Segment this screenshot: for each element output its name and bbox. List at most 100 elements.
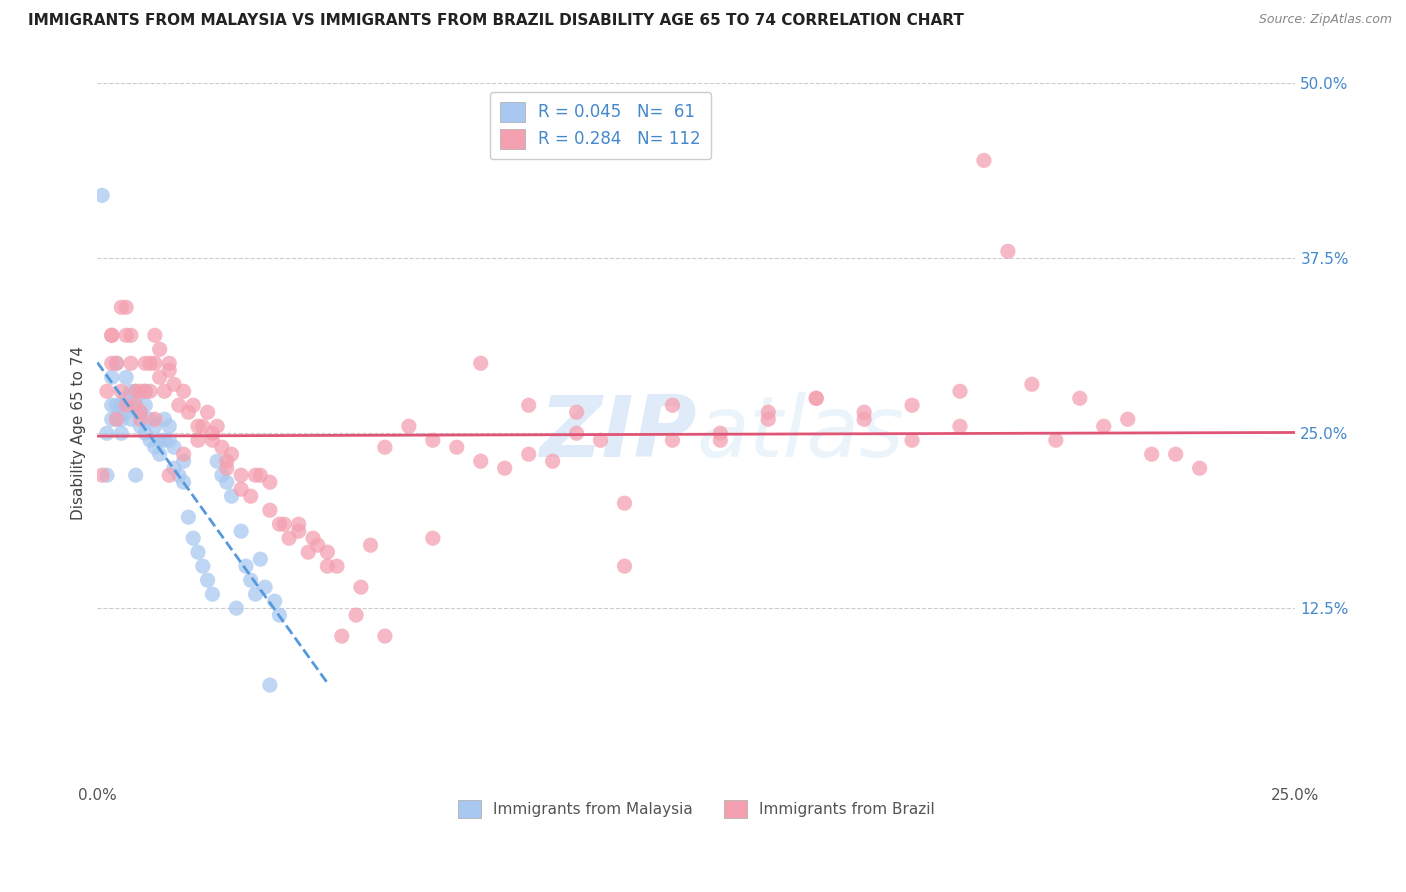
Point bbox=[360, 538, 382, 552]
Point bbox=[157, 468, 180, 483]
Point bbox=[191, 419, 214, 434]
Point bbox=[197, 405, 219, 419]
Point bbox=[302, 531, 325, 545]
Point bbox=[287, 524, 309, 538]
Point bbox=[105, 356, 128, 370]
Point bbox=[163, 377, 186, 392]
Point bbox=[129, 419, 152, 434]
Point bbox=[120, 356, 142, 370]
Point bbox=[115, 370, 138, 384]
Point bbox=[201, 587, 224, 601]
Point bbox=[143, 412, 166, 426]
Point bbox=[756, 412, 779, 426]
Point bbox=[181, 398, 204, 412]
Point bbox=[756, 405, 779, 419]
Point bbox=[235, 559, 257, 574]
Point bbox=[269, 608, 291, 623]
Point bbox=[239, 489, 262, 503]
Point bbox=[422, 434, 444, 448]
Point bbox=[565, 405, 588, 419]
Point bbox=[249, 468, 271, 483]
Point bbox=[297, 545, 319, 559]
Point bbox=[201, 426, 224, 441]
Point bbox=[134, 356, 156, 370]
Point bbox=[205, 454, 228, 468]
Point bbox=[470, 454, 492, 468]
Point bbox=[278, 531, 301, 545]
Point bbox=[157, 434, 180, 448]
Point bbox=[167, 468, 190, 483]
Point bbox=[110, 412, 132, 426]
Point bbox=[494, 461, 516, 475]
Point bbox=[517, 447, 540, 461]
Point bbox=[330, 629, 353, 643]
Point bbox=[229, 482, 252, 496]
Point bbox=[100, 370, 122, 384]
Point bbox=[901, 398, 924, 412]
Point bbox=[157, 356, 180, 370]
Point bbox=[157, 419, 180, 434]
Point bbox=[350, 580, 373, 594]
Point bbox=[517, 398, 540, 412]
Point bbox=[853, 405, 876, 419]
Point bbox=[96, 468, 118, 483]
Point bbox=[221, 489, 243, 503]
Point bbox=[143, 328, 166, 343]
Point bbox=[273, 517, 295, 532]
Point bbox=[125, 384, 148, 399]
Point bbox=[125, 391, 148, 405]
Point bbox=[215, 454, 238, 468]
Point bbox=[239, 573, 262, 587]
Point bbox=[997, 244, 1019, 259]
Point bbox=[326, 559, 349, 574]
Text: IMMIGRANTS FROM MALAYSIA VS IMMIGRANTS FROM BRAZIL DISABILITY AGE 65 TO 74 CORRE: IMMIGRANTS FROM MALAYSIA VS IMMIGRANTS F… bbox=[28, 13, 965, 29]
Point bbox=[115, 301, 138, 315]
Point bbox=[125, 384, 148, 399]
Point bbox=[173, 454, 195, 468]
Point bbox=[1188, 461, 1211, 475]
Point bbox=[177, 510, 200, 524]
Point bbox=[110, 384, 132, 399]
Point bbox=[661, 398, 683, 412]
Point bbox=[307, 538, 329, 552]
Point bbox=[229, 468, 252, 483]
Point bbox=[91, 468, 114, 483]
Point bbox=[105, 398, 128, 412]
Point bbox=[181, 531, 204, 545]
Point bbox=[249, 552, 271, 566]
Point bbox=[709, 434, 731, 448]
Point bbox=[96, 426, 118, 441]
Point bbox=[139, 356, 162, 370]
Point bbox=[263, 594, 285, 608]
Point bbox=[187, 434, 209, 448]
Point bbox=[149, 370, 172, 384]
Point bbox=[191, 559, 214, 574]
Point bbox=[153, 384, 176, 399]
Point bbox=[105, 412, 128, 426]
Point bbox=[201, 434, 224, 448]
Point bbox=[100, 412, 122, 426]
Point bbox=[398, 419, 420, 434]
Point bbox=[105, 412, 128, 426]
Point bbox=[163, 461, 186, 475]
Point bbox=[613, 496, 636, 510]
Point bbox=[245, 468, 267, 483]
Y-axis label: Disability Age 65 to 74: Disability Age 65 to 74 bbox=[72, 346, 86, 520]
Point bbox=[225, 601, 247, 615]
Point bbox=[110, 398, 132, 412]
Point bbox=[143, 440, 166, 454]
Point bbox=[1045, 434, 1067, 448]
Point bbox=[254, 580, 277, 594]
Point bbox=[215, 461, 238, 475]
Point bbox=[91, 188, 114, 202]
Point bbox=[129, 405, 152, 419]
Point bbox=[470, 356, 492, 370]
Point bbox=[125, 468, 148, 483]
Point bbox=[129, 384, 152, 399]
Point bbox=[205, 419, 228, 434]
Point bbox=[269, 517, 291, 532]
Point bbox=[96, 384, 118, 399]
Point bbox=[422, 531, 444, 545]
Legend: Immigrants from Malaysia, Immigrants from Brazil: Immigrants from Malaysia, Immigrants fro… bbox=[453, 794, 941, 824]
Point bbox=[115, 391, 138, 405]
